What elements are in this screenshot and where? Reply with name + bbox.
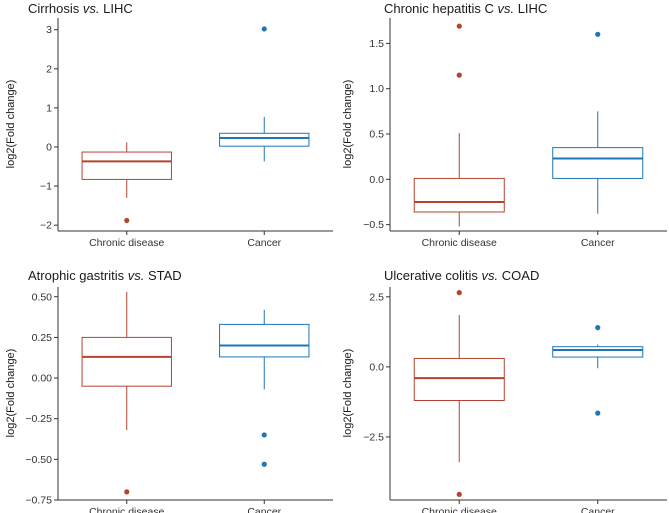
box-series <box>413 290 644 497</box>
y-axis: −0.5 0.0 0.5 1.0 1.5 <box>363 18 391 231</box>
y-tick-label: 0.50 <box>32 291 53 303</box>
box-series <box>81 291 310 495</box>
outlier-point <box>595 410 601 416</box>
iqr-box <box>219 323 310 358</box>
y-tick-label: 2.5 <box>369 291 384 303</box>
iqr-box <box>219 132 310 147</box>
outlier-point <box>456 491 462 497</box>
panel-ulcerative-colitis: Ulcerative colitis vs. COAD −2.5 0.0 2.5 C… <box>342 268 667 513</box>
x-tick-label: Cancer <box>247 237 281 249</box>
y-tick-label: −1 <box>40 181 52 193</box>
x-axis: Chronic disease Cancer <box>58 499 333 513</box>
x-axis: Chronic disease Cancer <box>390 230 667 249</box>
box-chronic <box>413 23 505 227</box>
y-axis-title: log2(Fold change) <box>5 349 17 438</box>
panel-title: Ulcerative colitis vs. COAD <box>384 268 539 283</box>
outlier-point <box>261 432 267 438</box>
outlier-point <box>456 23 462 29</box>
panel-hepatitis-c: Chronic hepatitis C vs. LIHC −0.5 0.0 0.5 1… <box>342 1 667 249</box>
box-chronic <box>81 291 172 495</box>
y-tick-label: 3 <box>46 24 52 36</box>
box-cancer <box>552 31 644 214</box>
x-axis: Chronic disease Cancer <box>58 230 333 249</box>
y-tick-label: −2 <box>40 220 52 232</box>
x-tick-label: Chronic disease <box>89 506 164 513</box>
x-tick-label: Cancer <box>247 506 281 513</box>
y-tick-label: −2.5 <box>363 431 384 443</box>
y-tick-label: 1.0 <box>369 83 384 95</box>
panel-cirrhosis: Cirrhosis vs. LIHC −2 −1 0 1 2 3 Chronic dise… <box>5 1 333 249</box>
iqr-box <box>81 151 172 180</box>
x-tick-label: Chronic disease <box>89 237 164 249</box>
outlier-point <box>456 290 462 296</box>
y-axis: −2.5 0.0 2.5 <box>363 287 391 500</box>
y-tick-label: 0.00 <box>32 373 53 385</box>
outlier-point <box>261 26 267 32</box>
y-tick-label: 0 <box>46 141 52 153</box>
y-tick-label: 0.0 <box>369 174 384 186</box>
y-axis: −0.75 −0.50 −0.25 0.00 0.25 0.50 <box>25 287 59 507</box>
box-cancer <box>219 26 310 162</box>
box-chronic <box>413 290 505 497</box>
y-tick-label: −0.50 <box>25 454 52 466</box>
y-tick-label: −0.25 <box>25 413 52 425</box>
x-tick-label: Cancer <box>581 237 615 249</box>
box-chronic <box>81 142 172 224</box>
outlier-point <box>595 325 601 331</box>
y-axis-title: log2(Fold change) <box>342 349 354 438</box>
x-tick-label: Cancer <box>581 506 615 513</box>
y-axis-title: log2(Fold change) <box>5 80 17 169</box>
y-tick-label: 0.25 <box>32 332 53 344</box>
y-axis: −2 −1 0 1 2 3 <box>40 18 59 232</box>
iqr-box <box>413 177 505 213</box>
iqr-box <box>552 147 644 179</box>
outlier-point <box>456 72 462 78</box>
panel-title: Cirrhosis vs. LIHC <box>28 1 133 16</box>
outlier-point <box>261 461 267 467</box>
iqr-box <box>413 357 505 402</box>
iqr-box <box>81 336 172 387</box>
x-tick-label: Chronic disease <box>422 506 497 513</box>
y-tick-label: −0.5 <box>363 219 384 231</box>
panel-atrophic-gastritis: Atrophic gastritis vs. STAD −0.75−0.50−0… <box>5 268 333 513</box>
box-cancer <box>219 309 310 467</box>
y-tick-label: −0.75 <box>25 495 52 507</box>
y-tick-label: 0.0 <box>369 361 384 373</box>
y-tick-label: 1.5 <box>369 38 384 50</box>
outlier-point <box>124 489 130 495</box>
y-tick-label: 0.5 <box>369 129 384 141</box>
outlier-point <box>124 217 130 224</box>
y-tick-label: 2 <box>46 63 52 75</box>
iqr-box <box>552 346 644 358</box>
outlier-point <box>595 31 601 37</box>
panel-title: Atrophic gastritis vs. STAD <box>28 268 182 283</box>
box-cancer <box>552 325 644 416</box>
y-tick-label: 1 <box>46 102 52 114</box>
box-series <box>81 26 310 224</box>
y-axis-title: log2(Fold change) <box>342 80 354 169</box>
panel-title: Chronic hepatitis C vs. LIHC <box>384 1 547 16</box>
box-series <box>413 23 644 227</box>
x-tick-label: Chronic disease <box>422 237 497 249</box>
x-axis: Chronic disease Cancer <box>390 499 667 513</box>
